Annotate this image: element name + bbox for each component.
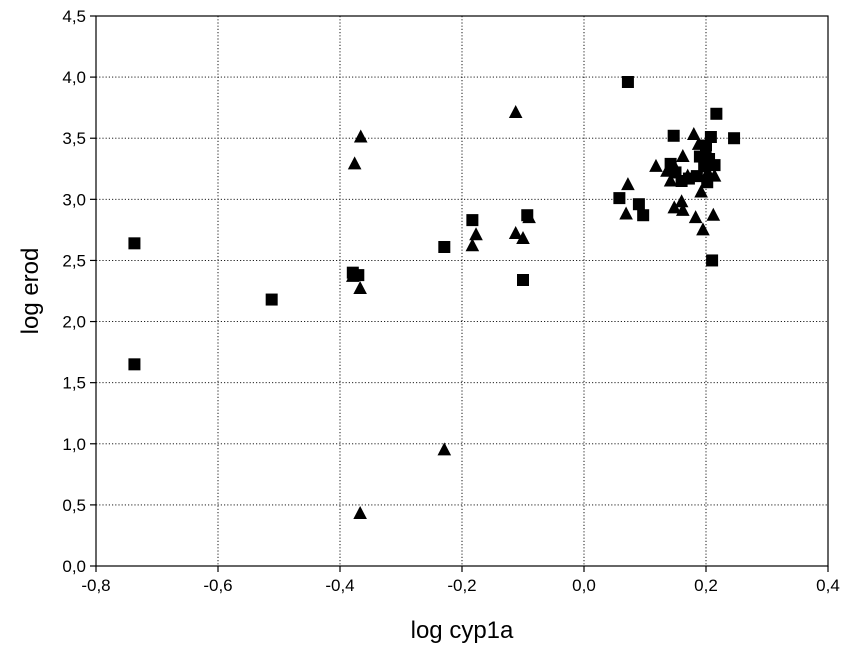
triangle-point [508,105,523,119]
square-point [637,209,650,222]
triangle-point [437,442,452,456]
triangle-point [676,202,690,216]
series-triangle-markers [346,105,722,519]
triangle-point [699,141,713,155]
triangle-point [667,158,682,172]
square-point [667,129,680,142]
triangle-point [469,227,483,241]
triangle-point [706,207,721,221]
square-point [128,358,141,371]
y-tick-label: 0,5 [62,496,86,515]
square-point [438,241,451,253]
x-tick-label: 0,4 [816,576,840,595]
triangle-point [674,194,689,208]
y-tick-label: 0,0 [62,557,86,576]
square-point [632,198,645,211]
square-point [265,293,278,306]
triangle-point [663,173,678,187]
y-axis-title: log erod [17,248,44,335]
triangle-point [687,127,701,141]
triangle-point [649,158,663,172]
x-tick-label: 0,2 [694,576,718,595]
triangle-point [465,238,480,252]
square-point [621,76,634,88]
y-tick-label: 2,0 [62,313,86,332]
square-point [613,192,626,205]
y-tick-label: 1,0 [62,435,86,454]
triangle-point [347,156,362,170]
x-tick-label: -0,8 [81,576,110,595]
data-points-layer [128,76,741,519]
square-point [128,237,141,250]
triangle-point [353,281,367,295]
y-tick-label: 4,5 [62,7,86,26]
triangle-point [353,505,367,519]
square-point [704,131,717,143]
x-tick-label: 0,0 [572,576,596,595]
tick-labels-layer: -0,8 -0,6 -0,4 -0,2 0,0 0,2 0,4 0,0 0,5 1,0 1,5 2,0… [62,7,839,595]
triangle-point [619,206,633,220]
triangle-point [508,226,523,240]
square-point [690,170,703,183]
x-tick-label: -0,4 [325,576,354,595]
x-tick-label: -0,2 [447,576,476,595]
triangle-point [680,168,695,182]
ticks-layer [90,15,829,572]
square-point [466,214,479,227]
y-tick-label: 2,5 [62,251,86,270]
square-point [728,132,741,145]
square-point [706,254,719,267]
square-point [710,107,723,120]
square-point [708,159,721,172]
triangle-point [353,129,368,143]
y-tick-label: 3,5 [62,129,86,148]
square-point [517,274,529,286]
triangle-point [694,184,708,198]
y-tick-label: 3,0 [62,190,86,209]
triangle-point [696,222,710,236]
y-tick-label: 4,0 [62,68,86,87]
x-tick-label: -0,6 [203,576,232,595]
triangle-point [707,168,722,182]
triangle-point [346,268,360,282]
plot-frame [95,15,829,567]
triangle-point [701,164,715,178]
triangle-point [660,163,674,177]
series-square-markers [128,76,741,371]
triangle-point [522,210,536,224]
triangle-point [621,177,635,191]
triangle-point [676,149,690,163]
y-tick-label: 1,5 [62,374,86,393]
triangle-point [691,136,706,150]
triangle-point [516,230,530,244]
triangle-point [688,210,703,224]
triangle-point [667,200,682,214]
grid-layer [96,16,828,566]
x-axis-title: log cyp1a [411,617,514,644]
